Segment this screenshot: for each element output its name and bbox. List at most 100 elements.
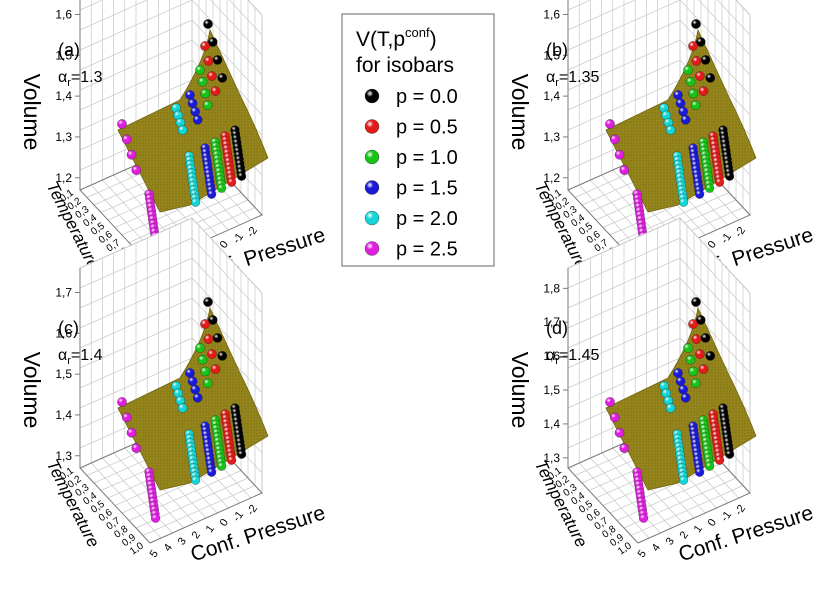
z-axis-title: Volume: [19, 74, 45, 151]
z-tick-label: 1,6: [543, 349, 560, 363]
data-point: [685, 76, 696, 87]
data-point: [680, 392, 691, 403]
data-point: [691, 334, 702, 344]
data-point: [187, 98, 198, 109]
z-tick-label: 1,5: [55, 367, 72, 381]
data-point: [705, 183, 715, 193]
x-tick-label: 3: [664, 536, 677, 548]
data-point: [725, 171, 735, 181]
alpha-label: αr=1.3: [58, 69, 103, 89]
data-point: [203, 56, 214, 66]
legend-label: p = 0.0: [396, 86, 458, 108]
z-tick-label: 1,4: [543, 417, 560, 431]
x-tick-label: -2: [245, 225, 260, 240]
legend-title-line2: for isobars: [356, 54, 454, 77]
data-point: [679, 197, 689, 207]
x-tick-label: 0: [706, 239, 719, 251]
data-point: [192, 392, 203, 403]
data-point: [678, 384, 688, 395]
legend-label: p = 1.5: [396, 178, 458, 200]
z-tick-label: 1,3: [55, 449, 72, 463]
data-points: [117, 297, 247, 523]
legend-items: p = 0.0 p = 0.5 p = 1.0 p = 1.5 p = 2.0 p = 2…: [364, 86, 458, 261]
data-point: [177, 125, 188, 135]
data-point: [131, 165, 142, 175]
panel-label: (b): [546, 40, 568, 60]
data-point: [695, 37, 706, 47]
data-point: [695, 467, 705, 477]
legend-marker: [364, 241, 380, 256]
data-point: [207, 189, 217, 199]
x-tick-label: 3: [176, 536, 189, 548]
legend-entry: p = 0.5: [364, 117, 458, 139]
data-point: [688, 88, 698, 99]
data-point: [683, 65, 693, 75]
data-point: [197, 76, 208, 87]
data-point: [698, 364, 709, 374]
data-point: [688, 366, 698, 377]
alpha-label: αr=1.45: [546, 347, 600, 367]
z-tick-label: 1,3: [55, 130, 72, 144]
z-tick-label: 1,6: [55, 7, 72, 21]
panel-label: (c): [58, 318, 79, 338]
alpha-label: αr=1.35: [546, 69, 600, 89]
data-point: [131, 443, 142, 453]
data-point: [191, 197, 201, 207]
data-point: [202, 100, 213, 110]
data-point: [200, 88, 210, 99]
panels-layer: 1,21,31,41,51,60,10,20,30,40,50,60,70,80…: [19, 0, 816, 566]
z-tick-label: 1,6: [543, 7, 560, 21]
data-point: [197, 354, 208, 365]
z-tick-label: 1,3: [543, 451, 560, 465]
data-point: [673, 90, 683, 100]
data-point: [200, 366, 210, 377]
data-point: [605, 119, 615, 129]
data-point: [202, 378, 213, 388]
legend-label: p = 2.0: [396, 208, 458, 230]
z-tick-label: 1,3: [543, 130, 560, 144]
data-point: [639, 513, 649, 523]
legend-marker: [364, 210, 380, 226]
legend: V(T,pconf) for isobars p = 0.0p = 0.5p =…: [341, 13, 495, 267]
data-point: [609, 412, 620, 423]
x-tick-label: 4: [650, 542, 663, 554]
data-point: [614, 427, 625, 438]
x-tick-label: 2: [678, 529, 691, 541]
data-point: [675, 98, 686, 109]
data-point: [237, 171, 247, 181]
x-tick-label: 4: [162, 542, 175, 554]
legend-entry: p = 2.0: [364, 208, 458, 230]
data-point: [700, 333, 711, 343]
chart-panel: 1,31,41,51,61,71,80,10,20,30,40,50,60,70…: [507, 216, 816, 566]
data-point: [695, 189, 705, 199]
data-points: [117, 19, 247, 245]
data-point: [200, 319, 210, 329]
z-axis-title: Volume: [19, 352, 45, 429]
data-point: [185, 368, 195, 378]
data-point: [177, 403, 188, 413]
data-point: [207, 37, 218, 47]
data-point: [227, 455, 237, 465]
data-point: [675, 376, 686, 387]
x-tick-label: -2: [733, 225, 748, 240]
x-tick-label: 2: [190, 529, 203, 541]
z-tick-label: 1,4: [55, 89, 72, 103]
z-axis-title: Volume: [507, 352, 533, 429]
z-tick-label: 1,4: [543, 89, 560, 103]
legend-entry: p = 1.0: [364, 147, 458, 169]
z-tick-label: 1,7: [55, 285, 72, 299]
data-point: [665, 403, 676, 413]
data-point: [217, 461, 227, 471]
alpha-label: αr=1.4: [58, 347, 103, 367]
data-point: [126, 149, 137, 160]
data-point: [191, 475, 201, 485]
data-point: [691, 56, 702, 66]
data-point: [187, 376, 198, 387]
x-tick-label: 0: [218, 239, 231, 251]
data-point: [200, 41, 210, 51]
data-point: [690, 378, 701, 388]
z-axis-title: Volume: [507, 74, 533, 151]
legend-box: [341, 13, 495, 267]
data-point: [203, 297, 213, 307]
chart-panel: 1,31,41,51,61,70,10,20,30,40,50,60,70,80…: [19, 216, 328, 566]
